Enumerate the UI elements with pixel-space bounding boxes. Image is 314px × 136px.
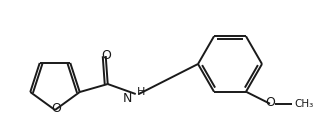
Text: O: O bbox=[51, 102, 61, 115]
Text: N: N bbox=[122, 92, 132, 105]
Text: H: H bbox=[137, 87, 145, 97]
Text: O: O bbox=[265, 96, 275, 109]
Text: CH₃: CH₃ bbox=[294, 99, 313, 109]
Text: O: O bbox=[101, 49, 111, 62]
